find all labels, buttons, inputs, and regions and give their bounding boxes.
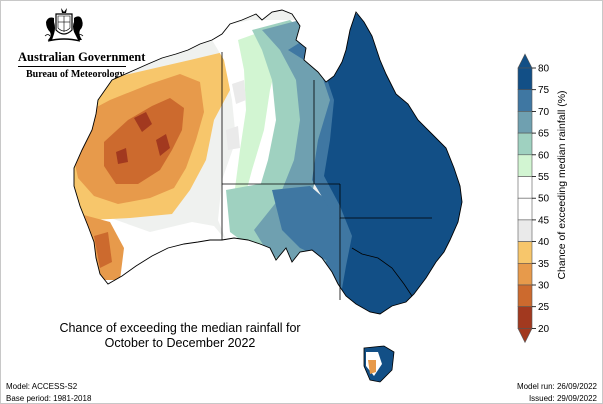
legend-tick-label: 25 [538, 302, 550, 313]
legend-tick-label: 80 [538, 64, 550, 75]
legend-swatch [517, 219, 533, 242]
legend-tick-label: 35 [538, 259, 550, 270]
legend-swatch [517, 262, 533, 286]
legend-tick-label: 45 [538, 215, 550, 226]
bom-logo: Australian Government Bureau of Meteorol… [8, 6, 145, 80]
legend-tick-label: 50 [538, 194, 550, 205]
model-run-label: Model run: 26/09/2022 [516, 382, 597, 391]
legend-swatch [517, 132, 533, 156]
australia-coastline [73, 9, 463, 315]
legend-swatch [517, 306, 533, 329]
map-caption: Chance of exceeding the median rainfall … [30, 321, 330, 351]
legend-tick-label: 55 [538, 172, 550, 183]
legend-title-container: Chance of exceeding median rainfall (%) [553, 50, 569, 320]
legend-tick-label: 70 [538, 107, 550, 118]
bureau-name: Bureau of Meteorology [26, 69, 125, 80]
legend-tick-label: 60 [538, 150, 550, 161]
state-borders [221, 52, 432, 300]
legend-tick-label: 30 [538, 281, 550, 292]
model-label: Model: ACCESS-S2 [6, 382, 78, 391]
legend-tick-label: 75 [538, 85, 550, 96]
base-period-label: Base period: 1981-2018 [6, 394, 92, 403]
legend-swatch [517, 176, 533, 199]
legend-swatch [517, 67, 533, 91]
legend-tick-label: 65 [538, 129, 550, 140]
legend-title: Chance of exceeding median rainfall (%) [556, 90, 568, 279]
legend-swatch [517, 154, 533, 177]
government-name: Australian Government [18, 50, 146, 64]
caption-line-1: Chance of exceeding the median rainfall … [59, 321, 301, 335]
legend-arrow-top [517, 53, 533, 69]
issued-label: Issued: 29/09/2022 [528, 394, 597, 403]
legend-arrow-bottom [517, 328, 533, 344]
legend-swatch [517, 89, 533, 112]
divider [18, 66, 126, 67]
caption-line-2: October to December 2022 [104, 336, 256, 350]
legend-tick-label: 20 [538, 324, 550, 335]
legend-swatch [517, 197, 533, 221]
legend-swatch [517, 241, 533, 264]
legend-tick-label: 40 [538, 237, 550, 248]
tasmania [363, 345, 395, 383]
legend-swatch [517, 284, 533, 308]
legend-swatch [517, 111, 533, 134]
coat-of-arms-icon [44, 8, 84, 42]
